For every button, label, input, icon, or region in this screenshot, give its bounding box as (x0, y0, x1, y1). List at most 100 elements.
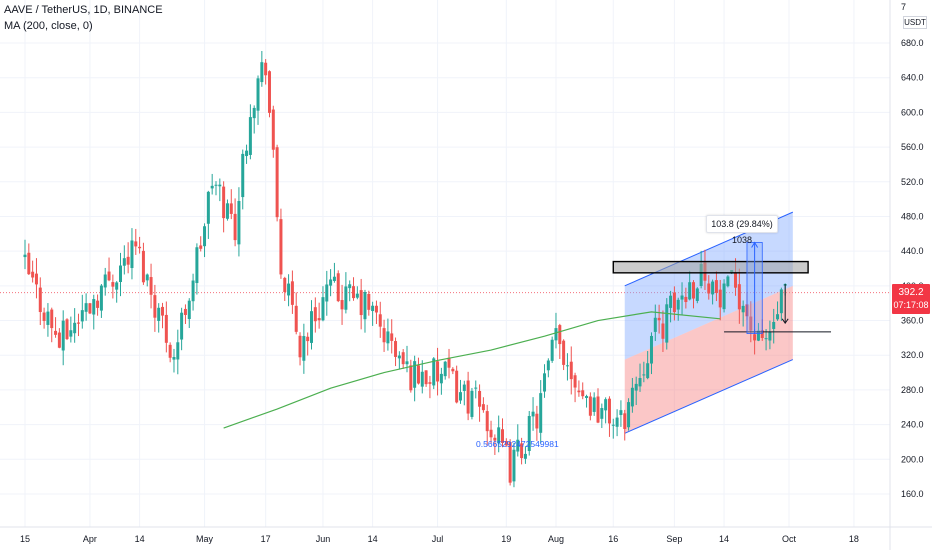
y-tick-label: 320.0 (901, 350, 924, 360)
candle-body (562, 340, 566, 365)
candle-body (581, 390, 585, 397)
candle-body (54, 330, 58, 335)
last-price-badge: 392.2 07:17:08 (892, 284, 930, 314)
candle-body (436, 361, 440, 382)
candle-body (749, 316, 753, 331)
candle-body (565, 365, 569, 367)
candle-body (508, 442, 512, 483)
candle-body (359, 290, 363, 316)
candle-body (615, 417, 619, 427)
candle-body (653, 317, 657, 332)
candle-body (225, 203, 229, 219)
candle-body (550, 339, 554, 361)
price-channel (624, 211, 794, 434)
candle-body (340, 300, 344, 310)
candle-body (756, 330, 760, 341)
y-tick-label: 240.0 (901, 420, 924, 430)
candle-body (416, 365, 420, 384)
candle-body (294, 305, 298, 332)
candle-body (96, 300, 100, 308)
y-tick-label: 520.0 (901, 177, 924, 187)
candle-body (726, 276, 730, 287)
candle-body (149, 277, 153, 295)
candle-body (627, 402, 631, 428)
candle-body (229, 203, 233, 214)
y-tick-label: 280.0 (901, 385, 924, 395)
candle-body (172, 356, 176, 360)
candle-body (367, 293, 371, 310)
candle-body (699, 263, 703, 287)
x-tick-label: Jun (316, 534, 331, 544)
candle-body (138, 246, 142, 249)
candle-body (203, 226, 207, 247)
drawing-overlays (612, 241, 832, 334)
candle-body (669, 295, 673, 308)
candle-body (558, 325, 562, 345)
candle-body (439, 373, 443, 384)
candle-body (61, 320, 65, 351)
candle-body (692, 282, 695, 299)
candle-body (176, 342, 180, 360)
candle-body (34, 273, 38, 285)
currency-unit-label[interactable]: USDT (903, 16, 927, 29)
candle-body (535, 413, 539, 429)
y-tick-label: 480.0 (901, 211, 924, 221)
x-tick-label: Apr (83, 534, 97, 544)
candle-body (634, 383, 638, 391)
candle-body (714, 280, 718, 293)
x-tick-label: Sep (666, 534, 682, 544)
time-axis: 15 Apr 14 May 17 Jun 14 Jul 19 Aug 16 Sep 14 Oct 18 (0, 526, 932, 544)
candle-body (588, 396, 592, 416)
candle-body (119, 265, 122, 282)
candle-body (390, 333, 394, 341)
candle-body (122, 258, 126, 266)
candle-body (371, 305, 375, 312)
candle-body (523, 453, 527, 459)
candle-body (722, 283, 726, 310)
candle-body (527, 416, 531, 452)
candle-body (665, 304, 669, 343)
candle-body (92, 299, 96, 315)
candle-body (352, 286, 356, 299)
x-tick-label: 19 (501, 534, 511, 544)
candle-body (157, 307, 161, 321)
ma-200-line (223, 311, 721, 429)
candle-body (168, 344, 172, 358)
candle-body (275, 147, 279, 218)
candle-body (115, 282, 119, 290)
candle-body (260, 62, 264, 83)
ma-line (223, 311, 721, 429)
candle-body (600, 408, 604, 419)
target-arrow-head (781, 318, 789, 325)
candle-body (76, 322, 80, 324)
candle-body (409, 365, 413, 391)
x-tick-label: 14 (719, 534, 729, 544)
candle-body (619, 410, 623, 415)
candle-body (50, 309, 54, 329)
y-tick-label: 200.0 (901, 454, 924, 464)
x-tick-label: May (196, 534, 214, 544)
candle-body (199, 245, 203, 249)
candle-body (501, 429, 504, 443)
candle-body (630, 387, 634, 407)
candle-body (245, 150, 249, 157)
candle-body (413, 361, 417, 388)
candle-body (768, 331, 772, 341)
candle-body (481, 404, 485, 411)
candle-body (543, 373, 547, 392)
ma-legend: MA (200, close, 0) (4, 20, 93, 32)
bar-countdown: 07:17:08 (893, 300, 929, 310)
candle-body (695, 288, 699, 301)
candle-body (344, 286, 348, 310)
candle-body (672, 292, 676, 313)
candle-body (424, 370, 428, 385)
candle-body (779, 289, 783, 314)
candle-body (772, 322, 776, 329)
candle-body (646, 363, 650, 379)
candle-body (348, 284, 352, 289)
candle-body (103, 274, 107, 288)
candle-body (84, 303, 88, 312)
candle-body (374, 305, 378, 313)
